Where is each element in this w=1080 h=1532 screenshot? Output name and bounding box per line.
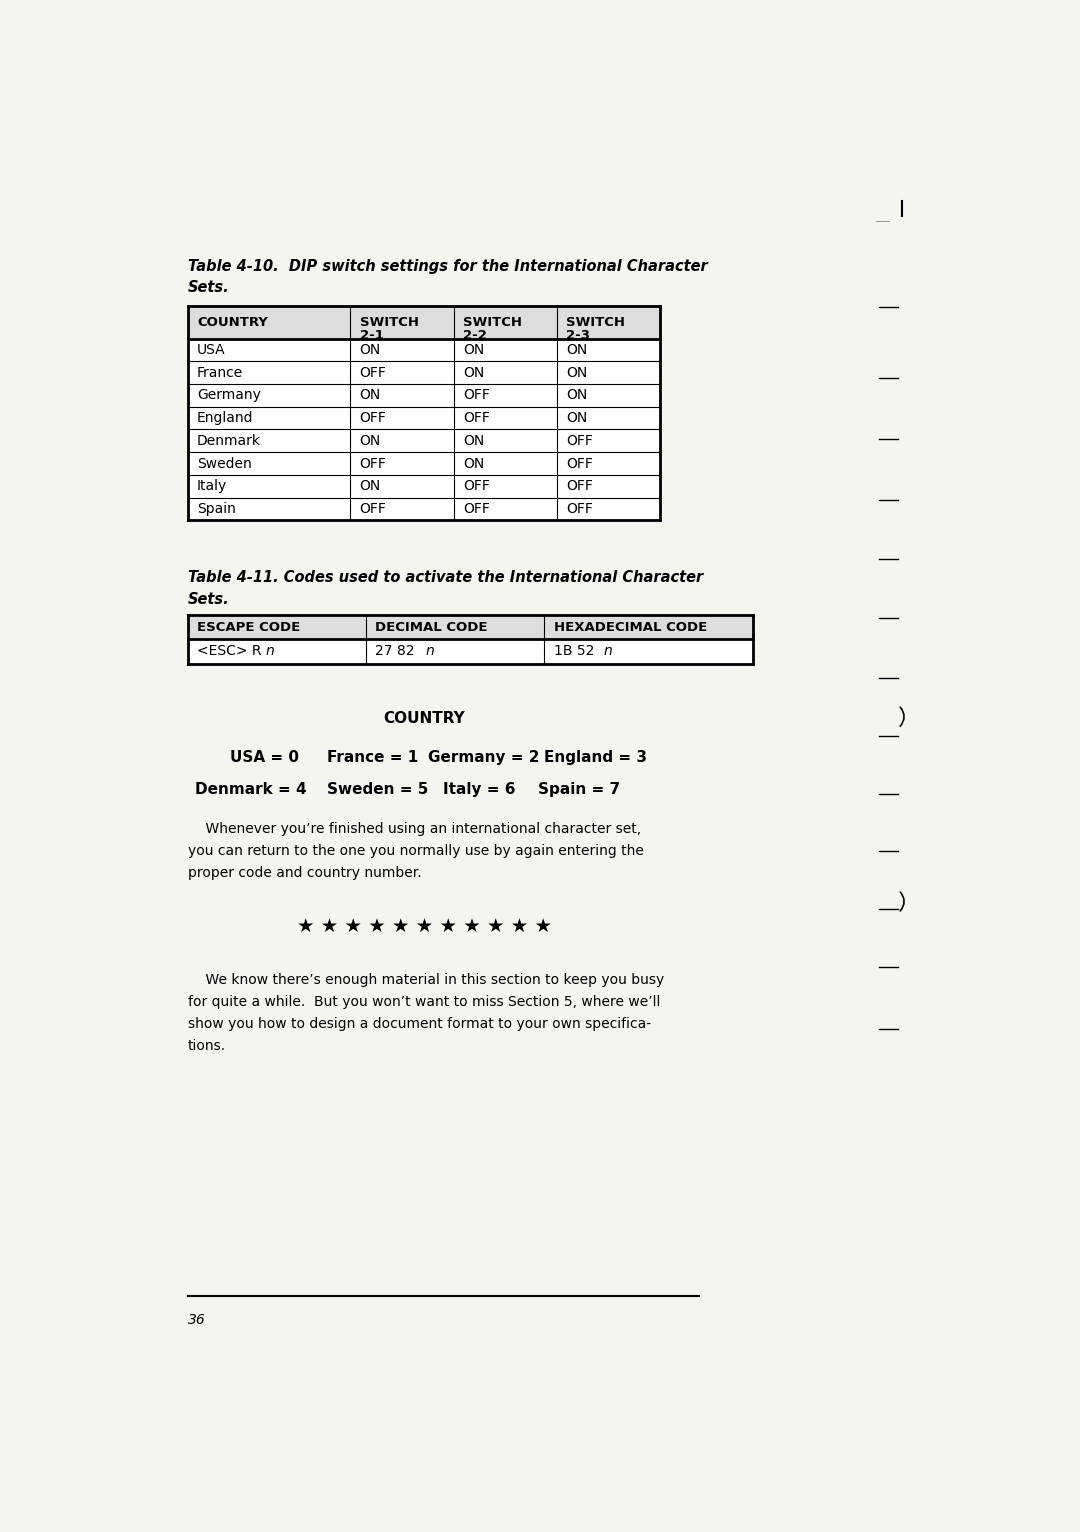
Text: ON: ON <box>463 343 484 357</box>
Text: Germany = 2: Germany = 2 <box>428 749 539 764</box>
Text: USA = 0: USA = 0 <box>230 749 299 764</box>
Text: OFF: OFF <box>566 502 593 516</box>
Bar <box>188 614 754 639</box>
Text: Italy = 6: Italy = 6 <box>444 783 516 797</box>
Text: Table 4-11. Codes used to activate the International Character: Table 4-11. Codes used to activate the I… <box>188 570 703 585</box>
Text: ON: ON <box>463 366 484 380</box>
Bar <box>188 614 754 663</box>
Text: OFF: OFF <box>566 480 593 493</box>
Text: France = 1: France = 1 <box>327 749 418 764</box>
Text: ON: ON <box>566 411 588 424</box>
Text: ON: ON <box>360 434 381 447</box>
Text: OFF: OFF <box>463 389 489 403</box>
Text: Sweden: Sweden <box>197 457 252 470</box>
Text: OFF: OFF <box>463 411 489 424</box>
Text: you can return to the one you normally use by again entering the: you can return to the one you normally u… <box>188 844 644 858</box>
Text: ★ ★ ★ ★ ★ ★ ★ ★ ★ ★ ★: ★ ★ ★ ★ ★ ★ ★ ★ ★ ★ ★ <box>297 918 552 936</box>
Text: ON: ON <box>463 434 484 447</box>
Text: Denmark = 4: Denmark = 4 <box>195 783 307 797</box>
Text: Germany: Germany <box>197 389 261 403</box>
Text: ON: ON <box>566 389 588 403</box>
Text: OFF: OFF <box>566 434 593 447</box>
Text: France: France <box>197 366 243 380</box>
Text: Spain: Spain <box>197 502 235 516</box>
Text: Sets.: Sets. <box>188 280 229 296</box>
Text: for quite a while.  But you won’t want to miss Section 5, where we’ll: for quite a while. But you won’t want to… <box>188 994 660 1008</box>
Text: OFF: OFF <box>463 480 489 493</box>
Text: OFF: OFF <box>360 411 387 424</box>
Text: SWITCH: SWITCH <box>360 316 419 329</box>
Text: n: n <box>426 645 434 659</box>
Text: OFF: OFF <box>463 502 489 516</box>
Text: England: England <box>197 411 254 424</box>
Text: n: n <box>604 645 612 659</box>
Bar <box>188 306 660 521</box>
Text: We know there’s enough material in this section to keep you busy: We know there’s enough material in this … <box>188 973 664 987</box>
Text: OFF: OFF <box>360 457 387 470</box>
Text: SWITCH: SWITCH <box>566 316 625 329</box>
Text: show you how to design a document format to your own specifica-: show you how to design a document format… <box>188 1017 651 1031</box>
Text: 1B 52: 1B 52 <box>554 645 598 659</box>
Text: ON: ON <box>566 343 588 357</box>
Text: ON: ON <box>360 343 381 357</box>
Text: OFF: OFF <box>360 366 387 380</box>
Text: 2-3: 2-3 <box>566 329 590 342</box>
Text: Denmark: Denmark <box>197 434 261 447</box>
Text: tions.: tions. <box>188 1039 226 1052</box>
Text: DECIMAL CODE: DECIMAL CODE <box>375 620 488 634</box>
Text: n: n <box>266 645 274 659</box>
Text: <ESC> R: <ESC> R <box>197 645 266 659</box>
Text: COUNTRY: COUNTRY <box>197 316 268 329</box>
Text: ON: ON <box>360 389 381 403</box>
Text: Sweden = 5: Sweden = 5 <box>327 783 429 797</box>
Bar <box>188 306 660 339</box>
Text: OFF: OFF <box>360 502 387 516</box>
Text: 2-1: 2-1 <box>360 329 383 342</box>
Text: ESCAPE CODE: ESCAPE CODE <box>197 620 300 634</box>
Text: 27 82: 27 82 <box>375 645 419 659</box>
Text: 2-2: 2-2 <box>463 329 487 342</box>
Text: USA: USA <box>197 343 226 357</box>
Text: Whenever you’re finished using an international character set,: Whenever you’re finished using an intern… <box>188 823 640 836</box>
Text: ON: ON <box>463 457 484 470</box>
Text: ON: ON <box>360 480 381 493</box>
Text: HEXADECIMAL CODE: HEXADECIMAL CODE <box>554 620 706 634</box>
Text: 36: 36 <box>188 1313 205 1327</box>
Text: OFF: OFF <box>566 457 593 470</box>
Text: proper code and country number.: proper code and country number. <box>188 866 421 879</box>
Text: Table 4-10.  DIP switch settings for the International Character: Table 4-10. DIP switch settings for the … <box>188 259 707 274</box>
Text: Italy: Italy <box>197 480 227 493</box>
Text: Sets.: Sets. <box>188 591 229 607</box>
Text: COUNTRY: COUNTRY <box>383 711 465 726</box>
Text: Spain = 7: Spain = 7 <box>538 783 620 797</box>
Text: ON: ON <box>566 366 588 380</box>
Text: SWITCH: SWITCH <box>463 316 522 329</box>
Text: ___: ___ <box>875 213 890 222</box>
Text: England = 3: England = 3 <box>544 749 647 764</box>
